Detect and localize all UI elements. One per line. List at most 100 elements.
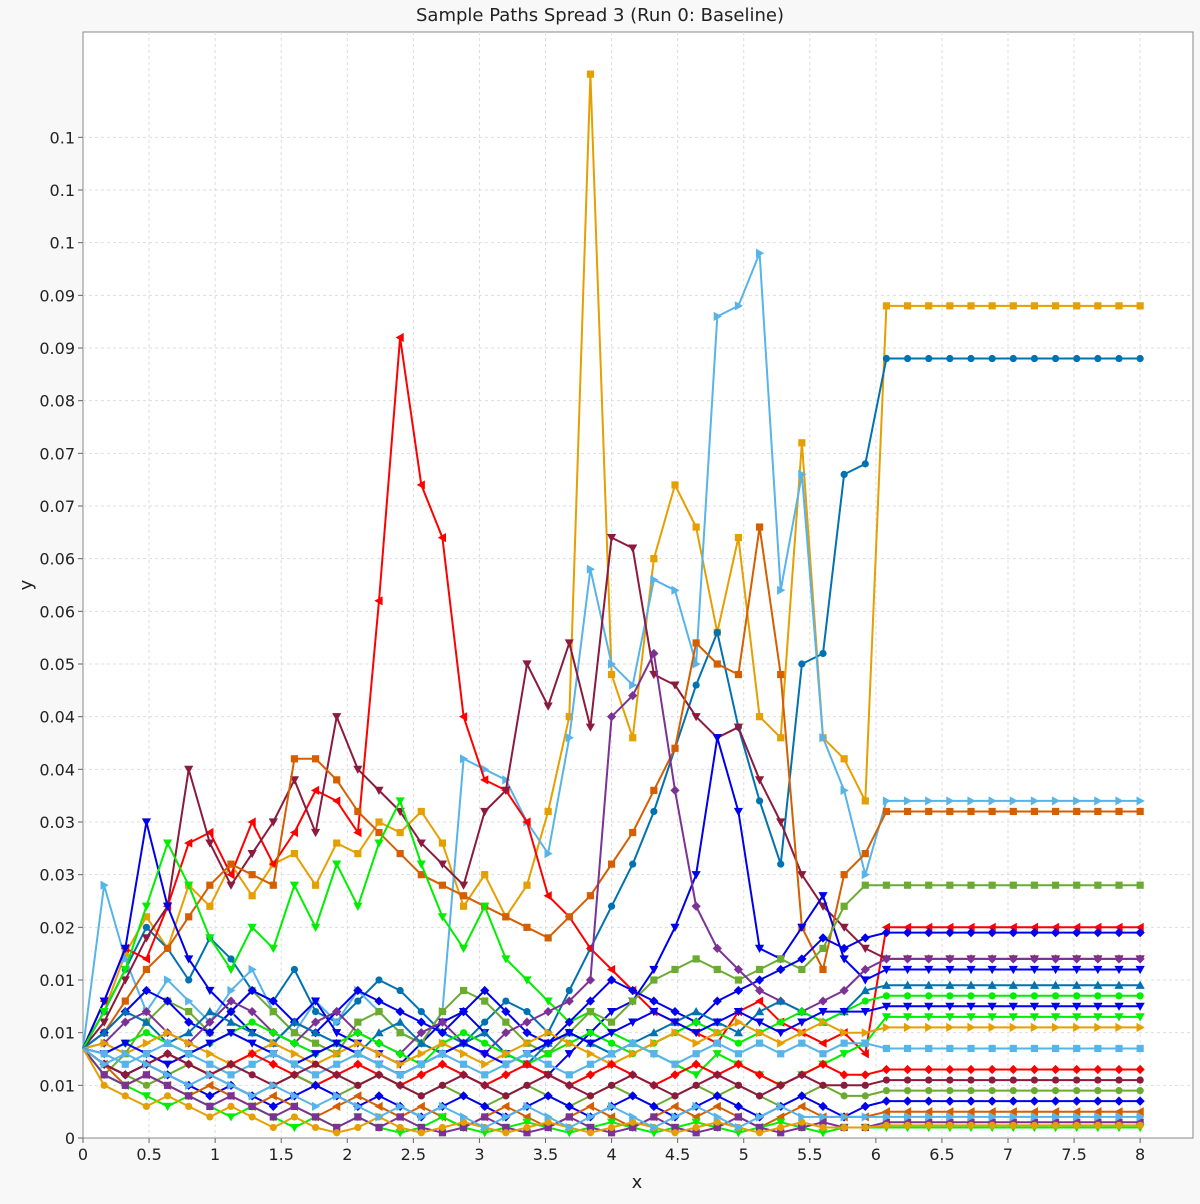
data-point bbox=[290, 965, 299, 974]
data-point bbox=[734, 301, 744, 311]
data-point bbox=[395, 797, 405, 806]
data-point bbox=[206, 902, 214, 910]
data-point bbox=[988, 1022, 997, 1032]
data-point bbox=[1073, 992, 1081, 1000]
data-point bbox=[818, 1129, 828, 1138]
data-point bbox=[1135, 980, 1145, 989]
data-point bbox=[353, 985, 363, 996]
data-point bbox=[437, 860, 448, 869]
data-point bbox=[628, 544, 638, 553]
data-point bbox=[99, 1028, 109, 1037]
data-point bbox=[247, 1049, 257, 1059]
data-point bbox=[162, 996, 173, 1006]
data-point bbox=[754, 1070, 765, 1080]
data-point bbox=[311, 1039, 320, 1047]
data-point bbox=[395, 1007, 405, 1017]
data-point bbox=[967, 1121, 975, 1129]
data-point bbox=[437, 533, 447, 543]
data-point bbox=[206, 881, 214, 889]
data-point bbox=[99, 1018, 109, 1027]
data-point bbox=[459, 1112, 469, 1122]
data-point bbox=[881, 980, 892, 989]
data-point bbox=[733, 723, 744, 732]
data-point bbox=[417, 1008, 425, 1016]
data-point bbox=[903, 1022, 913, 1032]
data-point bbox=[459, 754, 469, 764]
data-point bbox=[290, 1039, 299, 1047]
data-point bbox=[481, 871, 489, 879]
data-point bbox=[902, 928, 913, 938]
y-tick-label: 0.04 bbox=[39, 708, 75, 727]
data-point bbox=[184, 765, 194, 774]
data-point bbox=[1115, 881, 1123, 889]
data-point bbox=[606, 534, 617, 543]
data-point bbox=[333, 1071, 341, 1079]
grid bbox=[83, 32, 1193, 1138]
data-point bbox=[248, 1113, 256, 1121]
data-point bbox=[1051, 1112, 1061, 1122]
y-tick-label: 0.1 bbox=[50, 181, 75, 200]
y-tick-label: 0.07 bbox=[39, 497, 75, 516]
data-point bbox=[839, 955, 849, 964]
data-point bbox=[650, 786, 658, 794]
data-point bbox=[332, 796, 341, 806]
data-point bbox=[839, 1008, 849, 1017]
data-point bbox=[481, 764, 490, 774]
data-point bbox=[374, 1101, 383, 1111]
data-point bbox=[629, 1039, 637, 1047]
data-point bbox=[1114, 980, 1124, 989]
data-point bbox=[1073, 1044, 1081, 1053]
data-point bbox=[967, 992, 975, 1000]
data-point bbox=[354, 1113, 362, 1121]
data-point bbox=[945, 1002, 955, 1011]
data-point bbox=[1009, 1087, 1017, 1095]
data-point bbox=[438, 881, 447, 889]
data-point bbox=[1135, 954, 1145, 964]
data-point bbox=[353, 765, 363, 774]
data-point bbox=[1009, 1076, 1017, 1084]
data-point bbox=[607, 1129, 616, 1137]
data-point bbox=[523, 1038, 532, 1048]
data-point bbox=[755, 248, 765, 258]
data-point bbox=[227, 1060, 235, 1068]
data-point bbox=[1009, 354, 1017, 363]
data-point bbox=[522, 976, 532, 985]
data-point bbox=[988, 302, 996, 310]
data-point bbox=[1114, 1013, 1124, 1022]
data-point bbox=[882, 992, 891, 1000]
data-point bbox=[713, 965, 721, 974]
data-point bbox=[1051, 354, 1060, 363]
data-point bbox=[924, 1064, 934, 1075]
y-tick-label: 0.03 bbox=[39, 813, 75, 832]
data-point bbox=[861, 850, 869, 858]
data-point bbox=[902, 1064, 913, 1075]
data-point bbox=[1050, 1002, 1061, 1011]
data-point bbox=[481, 997, 489, 1005]
data-point bbox=[1114, 928, 1124, 938]
data-point bbox=[798, 1071, 806, 1079]
data-point bbox=[692, 681, 700, 689]
data-point bbox=[396, 1050, 404, 1058]
series-23 bbox=[82, 1047, 1144, 1100]
data-point bbox=[586, 1092, 595, 1100]
data-point bbox=[353, 902, 363, 911]
data-point bbox=[311, 1008, 320, 1016]
data-point bbox=[776, 964, 786, 975]
data-point bbox=[881, 1064, 892, 1075]
data-point bbox=[987, 954, 997, 964]
data-point bbox=[1009, 302, 1017, 310]
data-point bbox=[459, 1049, 469, 1059]
data-point bbox=[861, 1123, 869, 1132]
data-point bbox=[416, 1028, 426, 1038]
data-point bbox=[1050, 928, 1061, 938]
data-point bbox=[227, 860, 235, 868]
data-point bbox=[733, 1028, 744, 1037]
data-point bbox=[184, 881, 194, 890]
data-point bbox=[543, 1091, 553, 1101]
data-point bbox=[606, 1008, 617, 1017]
data-point bbox=[438, 1101, 448, 1111]
data-point bbox=[585, 1101, 595, 1111]
data-point bbox=[585, 975, 596, 985]
data-point bbox=[925, 354, 933, 363]
data-point bbox=[670, 1070, 680, 1080]
